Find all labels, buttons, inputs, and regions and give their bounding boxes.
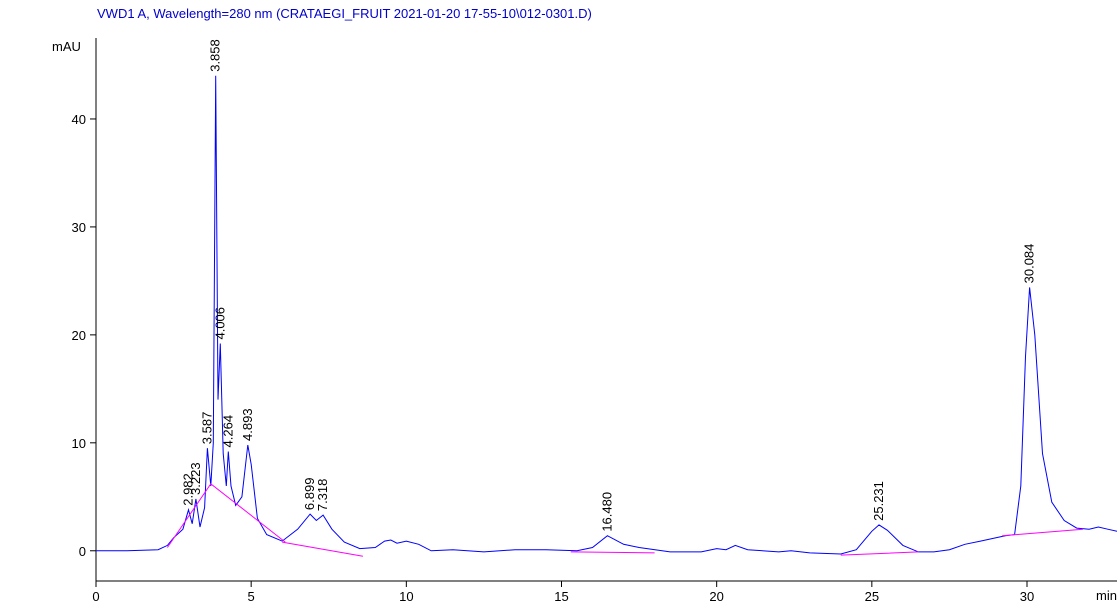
trace bbox=[96, 75, 1117, 555]
x-tick-label: 5 bbox=[248, 589, 255, 602]
peak-label: 30.084 bbox=[1022, 244, 1037, 284]
x-tick-label: 20 bbox=[709, 589, 723, 602]
peak-label: 3.587 bbox=[199, 412, 214, 445]
y-tick-label: 10 bbox=[72, 436, 86, 451]
y-tick-label: 30 bbox=[72, 220, 86, 235]
peak-label: 25.231 bbox=[871, 481, 886, 521]
chart-title: VWD1 A, Wavelength=280 nm (CRATAEGI_FRUI… bbox=[97, 6, 592, 21]
x-axis-label: min bbox=[1096, 588, 1117, 602]
peak-label: 4.264 bbox=[220, 415, 235, 448]
x-tick-label: 30 bbox=[1020, 589, 1034, 602]
peak-label: 4.893 bbox=[240, 408, 255, 441]
y-axis-label: mAU bbox=[52, 39, 81, 54]
peak-label: 16.480 bbox=[599, 492, 614, 532]
x-tick-label: 25 bbox=[865, 589, 879, 602]
baseline bbox=[166, 483, 1083, 557]
peak-label: 3.223 bbox=[188, 462, 203, 495]
y-tick-label: 40 bbox=[72, 112, 86, 127]
peak-label: 2.982 bbox=[181, 473, 196, 506]
peak-label: 3.858 bbox=[208, 39, 223, 72]
x-tick-label: 0 bbox=[92, 589, 99, 602]
x-tick-label: 15 bbox=[554, 589, 568, 602]
y-tick-label: 20 bbox=[72, 328, 86, 343]
peak-label: 4.006 bbox=[212, 307, 227, 340]
peak-label: 7.318 bbox=[315, 479, 330, 512]
x-tick-label: 10 bbox=[399, 589, 413, 602]
y-tick-label: 0 bbox=[79, 544, 86, 559]
peak-label: 6.899 bbox=[302, 478, 317, 511]
